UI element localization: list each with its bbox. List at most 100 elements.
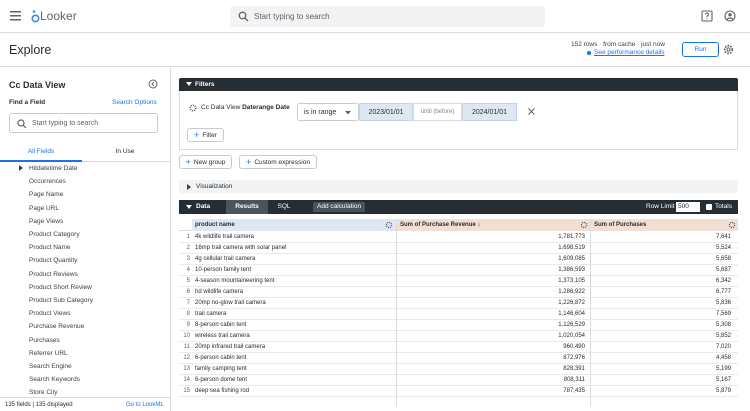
field-item[interactable]: Referrer URL bbox=[29, 349, 68, 357]
table-row: 7 20mp no-glow trail camera 1,226,872 5,836 bbox=[179, 297, 738, 309]
find-field-label: Find a Field bbox=[9, 99, 46, 106]
search-placeholder: Start typing to search bbox=[254, 12, 330, 21]
search-placeholder: Start typing to search bbox=[32, 120, 99, 127]
tab-divider bbox=[0, 161, 170, 162]
field-item[interactable]: Page URL bbox=[29, 204, 59, 212]
field-item[interactable]: Product Name bbox=[29, 244, 71, 252]
table-row: 15 deep sea fishing rod 787,435 5,879 bbox=[179, 385, 738, 397]
start-date-input[interactable]: 2023/01/01 bbox=[359, 103, 413, 121]
row-number: 3 bbox=[186, 255, 190, 262]
remove-filter-icon[interactable] bbox=[528, 108, 535, 115]
field-search[interactable]: Start typing to search bbox=[9, 113, 158, 133]
product-name-cell: 10-person family tent bbox=[195, 266, 252, 273]
tab[interactable]: In Use bbox=[115, 148, 135, 155]
field-item[interactable]: Product Reviews bbox=[29, 270, 78, 278]
button-label: New group bbox=[193, 158, 226, 166]
field-item[interactable]: Product Category bbox=[29, 231, 80, 238]
add-filter-button[interactable]: + Filter bbox=[187, 128, 224, 142]
purchases-cell: 5,687 bbox=[715, 266, 731, 273]
column-gear-icon[interactable] bbox=[728, 221, 736, 229]
field-item[interactable]: Product Quantity bbox=[29, 257, 78, 265]
revenue-cell: 1,020,054 bbox=[558, 332, 585, 339]
operator-select[interactable]: is in range bbox=[297, 103, 359, 121]
status-dot bbox=[587, 51, 591, 55]
table-row: 9 8-person cabin tent 1,126,529 5,308 bbox=[179, 319, 738, 331]
column-header[interactable]: Sum of Purchases bbox=[590, 219, 738, 231]
revenue-cell: 1,146,604 bbox=[558, 310, 585, 317]
logo-text[interactable]: Looker bbox=[40, 9, 77, 23]
filters-panel: Cc Data View Daterange Date is in range … bbox=[179, 91, 738, 150]
purchases-cell: 6,777 bbox=[715, 288, 731, 295]
range-separator: until (before) bbox=[413, 103, 462, 121]
row-number: 6 bbox=[186, 288, 190, 295]
new-group-button[interactable]: + New group bbox=[179, 155, 232, 169]
visualization-header[interactable]: Visualization bbox=[179, 180, 738, 193]
settings-icon[interactable] bbox=[723, 44, 734, 55]
help-icon[interactable] bbox=[701, 10, 713, 22]
field-item[interactable]: Hitdatetime Date bbox=[29, 165, 78, 172]
field-item[interactable]: Product Sub Category bbox=[29, 297, 93, 304]
field-item[interactable]: Product Short Review bbox=[29, 283, 92, 291]
data-header: Data Results SQL Add calculation Row Lim… bbox=[179, 200, 738, 214]
column-title: Sum of Purchases bbox=[594, 222, 647, 228]
column-gear-icon[interactable] bbox=[580, 221, 588, 229]
totals-checkbox[interactable] bbox=[706, 204, 712, 210]
account-icon[interactable] bbox=[724, 10, 736, 22]
field-item[interactable]: Search Engine bbox=[29, 363, 72, 370]
search-icon bbox=[238, 11, 249, 22]
filter-field: Cc Data View Daterange Date bbox=[201, 104, 290, 112]
run-button[interactable]: Run bbox=[682, 42, 719, 57]
field-item[interactable]: Page Views bbox=[29, 217, 64, 225]
column-header[interactable]: Sum of Purchase Revenue ↓ bbox=[396, 219, 590, 231]
column-header[interactable]: product name bbox=[192, 219, 396, 231]
field-item[interactable]: Search Keywords bbox=[29, 376, 80, 384]
end-date-input[interactable]: 2024/01/01 bbox=[462, 103, 517, 121]
operator-value: is in range bbox=[304, 109, 337, 116]
global-search[interactable]: Start typing to search bbox=[230, 6, 545, 27]
add-calculation-button[interactable]: Add calculation bbox=[313, 202, 366, 212]
custom-expression-button[interactable]: + Custom expression bbox=[239, 155, 317, 169]
field-picker: Cc Data View Find a Field Search Options… bbox=[0, 67, 171, 411]
sidebar-footer: 135 fields | 135 displayed Go to LookML bbox=[0, 397, 170, 411]
row-number: 8 bbox=[186, 310, 190, 317]
expand-icon[interactable] bbox=[19, 165, 24, 171]
field-item[interactable]: Purchases bbox=[29, 336, 60, 344]
field-item[interactable]: Page Name bbox=[29, 191, 64, 199]
section-title: Filters bbox=[195, 80, 215, 88]
filters-header[interactable]: Filters bbox=[179, 78, 738, 91]
purchases-cell: 5,524 bbox=[715, 244, 731, 251]
expand-icon bbox=[186, 205, 192, 209]
gear-icon[interactable] bbox=[189, 104, 197, 112]
column-title: product name bbox=[195, 222, 235, 228]
expand-icon bbox=[186, 82, 192, 86]
menu-icon[interactable] bbox=[10, 11, 22, 21]
row-limit-label: Row Limit bbox=[646, 203, 675, 210]
tab[interactable]: SQL bbox=[277, 203, 291, 210]
plus-icon: + bbox=[194, 130, 200, 140]
field-name: Daterange Date bbox=[242, 104, 290, 111]
product-name-cell: 6-person cabin tent bbox=[195, 354, 247, 361]
search-options-link[interactable]: Search Options bbox=[112, 99, 157, 106]
field-item[interactable]: Occurrences bbox=[29, 178, 66, 186]
product-name-cell: 20mp no-glow trail camera bbox=[195, 299, 266, 306]
row-number: 11 bbox=[183, 343, 190, 350]
lookml-link[interactable]: Go to LookML bbox=[126, 402, 164, 408]
row-limit-input[interactable]: 500 bbox=[676, 202, 700, 212]
purchases-cell: 7,641 bbox=[715, 233, 731, 240]
field-item[interactable]: Store City bbox=[29, 389, 58, 397]
revenue-cell: 1,226,872 bbox=[558, 299, 585, 306]
row-number: 1 bbox=[186, 233, 190, 240]
tab[interactable]: Results bbox=[226, 200, 268, 214]
performance-link[interactable]: See performance details bbox=[594, 49, 665, 56]
revenue-cell: 960,490 bbox=[563, 343, 585, 350]
field-item[interactable]: Purchase Revenue bbox=[29, 323, 85, 331]
table-row: 4 10-person family tent 1,386,593 5,687 bbox=[179, 264, 738, 276]
table-row: 13 family camping tent 828,391 5,199 bbox=[179, 363, 738, 375]
product-name-cell: deep sea fishing rod bbox=[195, 387, 250, 394]
column-gear-icon[interactable] bbox=[385, 221, 393, 229]
table-row: 5 4-season mountaineering tent 1,373,105 6,… bbox=[179, 275, 738, 287]
field-view: Cc Data View bbox=[201, 104, 241, 111]
collapse-icon[interactable] bbox=[148, 79, 158, 89]
field-item[interactable]: Product Views bbox=[29, 310, 71, 318]
tab[interactable]: All Fields bbox=[27, 148, 55, 155]
